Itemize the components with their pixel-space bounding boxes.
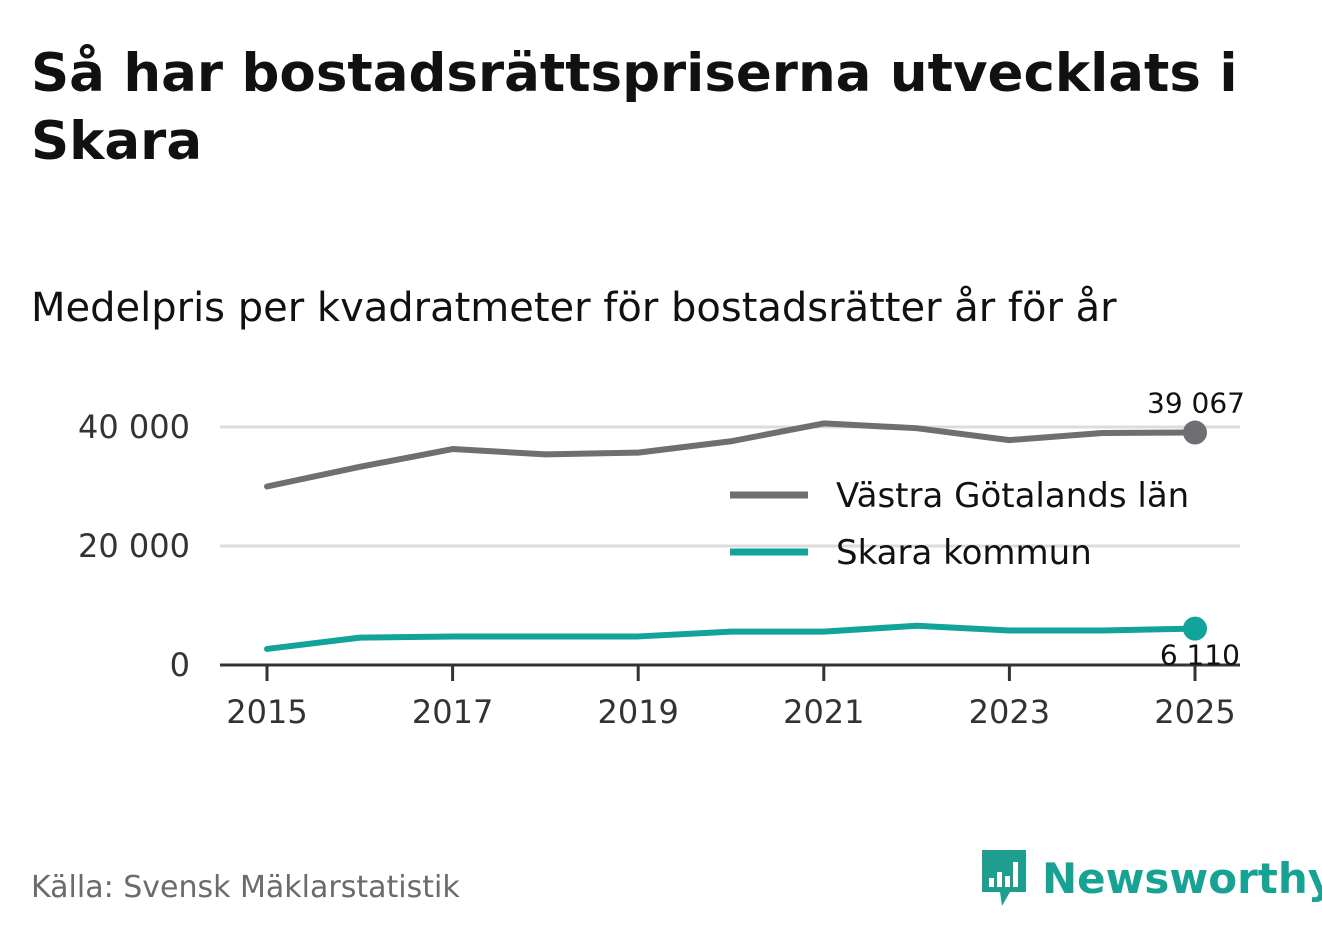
x-tick-label: 2019 [597, 693, 678, 731]
series-line-0 [264, 420, 1198, 490]
series-layer [264, 420, 1207, 652]
series-end-label-0: 39 067 [1147, 387, 1245, 420]
series-end-label-1: 6 110 [1160, 639, 1240, 672]
series-end-marker-0 [1183, 420, 1207, 445]
y-tick-label: 40 000 [78, 408, 190, 446]
source-note: Källa: Svensk Mäklarstatistik [31, 870, 460, 905]
chart-title: Så har bostadsrättspriserna utvecklats i… [31, 43, 1238, 172]
y-tick-label: 0 [170, 646, 190, 684]
grid-layer [220, 425, 1240, 548]
y-tick-label: 20 000 [78, 527, 190, 565]
chart-subtitle: Medelpris per kvadratmeter för bostadsrä… [31, 285, 1117, 331]
axis-layer: 0 20 000 40 000 2015 2017 2019 2021 2023 2025 [78, 408, 1240, 731]
legend-label-0: Västra Götalands län [836, 476, 1189, 516]
newsworthy-logo-icon [982, 850, 1026, 906]
newsworthy-logo[interactable]: Newsworthy [980, 848, 1322, 908]
series-end-marker-1 [1183, 616, 1207, 641]
x-tick-label: 2023 [969, 693, 1050, 731]
series-line-1 [264, 622, 1198, 652]
line-chart: 0 20 000 40 000 2015 2017 2019 2021 2023 2025 Vä… [78, 387, 1245, 731]
x-tick-label: 2021 [783, 693, 864, 731]
newsworthy-logo-text: Newsworthy [1042, 853, 1322, 903]
x-tick-label: 2017 [412, 693, 493, 731]
x-tick-label: 2025 [1154, 693, 1235, 731]
legend-layer: Västra Götalands län Skara kommun [730, 476, 1189, 573]
x-tick-label: 2015 [226, 693, 307, 731]
label-layer: 39 067 6 110 [1147, 387, 1245, 672]
legend-label-1: Skara kommun [836, 533, 1092, 573]
